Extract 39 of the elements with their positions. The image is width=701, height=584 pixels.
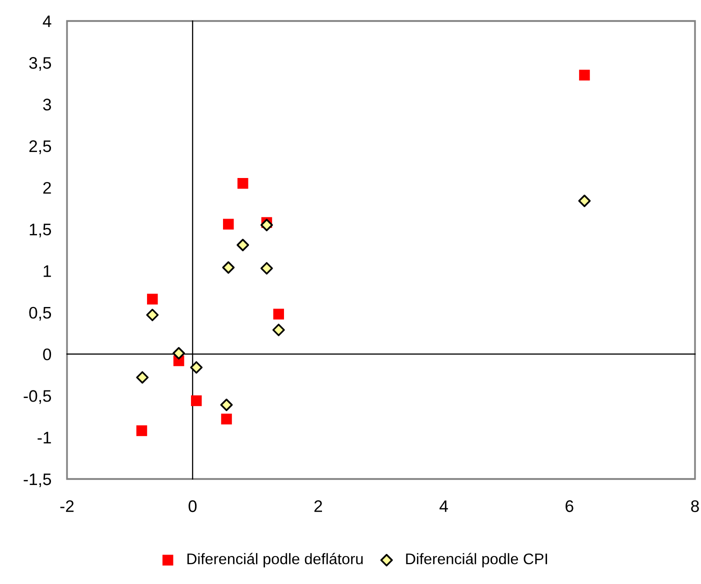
x-tick-label: 0	[188, 500, 197, 512]
point	[260, 218, 273, 232]
point	[220, 398, 233, 412]
point	[260, 262, 273, 275]
y-tick-label: 4	[42, 16, 52, 28]
point	[223, 218, 234, 230]
point	[236, 238, 250, 252]
x-tick-label: 4	[440, 500, 448, 512]
y-tick-label: 3	[43, 98, 51, 110]
y-tick-label: -0,5	[24, 390, 52, 404]
y-tick-label: 0	[43, 348, 52, 360]
point	[579, 70, 590, 81]
point	[190, 361, 203, 374]
point	[221, 414, 232, 424]
x-tick-label: 6	[566, 500, 574, 512]
point	[190, 395, 202, 406]
point	[273, 308, 284, 320]
y-tick-label: 2	[43, 182, 51, 194]
point	[147, 294, 158, 305]
y-tick-label: 3,5	[29, 57, 52, 71]
point	[146, 308, 159, 322]
y-tick-label: -1,5	[24, 474, 52, 488]
y-tick-label: -1	[38, 432, 51, 444]
x-tick-label: -2	[60, 500, 74, 512]
point	[136, 371, 149, 384]
point	[578, 194, 591, 208]
point	[136, 425, 148, 436]
legend-label: Diferenciál podle CPI	[406, 552, 548, 568]
x-tick-label: 2	[314, 500, 322, 512]
point	[237, 178, 248, 189]
point	[272, 324, 285, 336]
y-tick-label: 1,5	[30, 224, 52, 238]
y-tick-label: 2,5	[29, 140, 52, 154]
point	[222, 261, 235, 274]
y-tick-label: 1	[44, 265, 51, 277]
x-tick-label: 8	[691, 500, 699, 512]
point	[172, 347, 185, 360]
y-tick-label: 0,5	[29, 306, 52, 321]
legend-label: Diferenciál podle deflátoru	[187, 552, 363, 568]
